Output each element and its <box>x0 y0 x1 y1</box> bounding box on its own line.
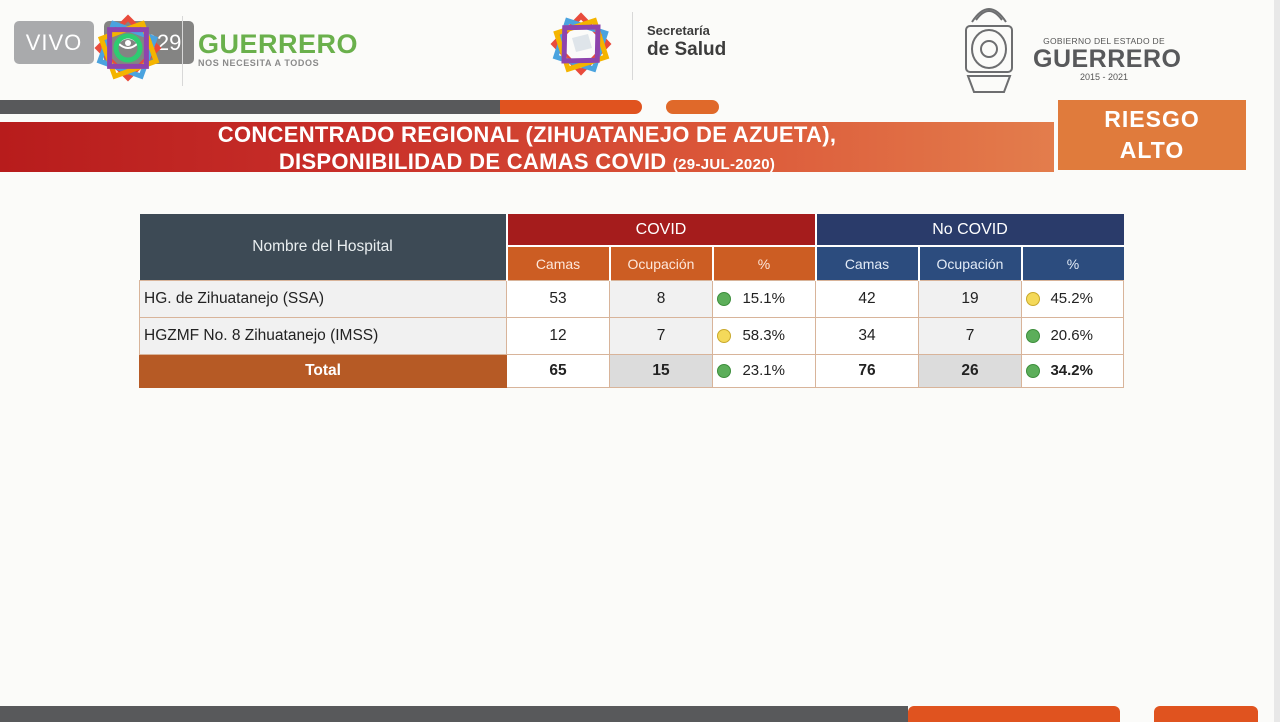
covid-pct: 15.1% <box>712 280 816 318</box>
state-government-brand: GOBIERNO DEL ESTADO DE GUERRERO 2015 - 2… <box>1033 36 1182 82</box>
header-group-nocovid: No COVID <box>815 214 1124 247</box>
gob-line1: GOBIERNO DEL ESTADO DE <box>1043 36 1165 46</box>
nocovid-pct: 45.2% <box>1021 280 1124 318</box>
decorative-stripe <box>1154 706 1258 722</box>
nocovid-ocupacion: 19 <box>918 280 1022 318</box>
header-hospital-name: Nombre del Hospital <box>139 214 508 281</box>
status-dot-icon <box>717 364 731 378</box>
guerrero-logo-icon <box>88 8 168 93</box>
title-line-2-text: DISPONIBILIDAD DE CAMAS COVID <box>278 149 667 174</box>
nocovid-camas: 34 <box>815 317 919 355</box>
total-covid-camas: 65 <box>506 354 610 388</box>
total-label: Total <box>139 354 507 388</box>
guerrero-slogan: NOS NECESITA A TODOS <box>198 58 320 68</box>
salud-logo-icon <box>546 8 616 85</box>
title-line-2: DISPONIBILIDAD DE CAMAS COVID (29-JUL-20… <box>0 148 1054 178</box>
frame-edge <box>1274 0 1280 722</box>
salud-brand: Secretaría de Salud <box>647 23 726 61</box>
divider <box>632 12 633 80</box>
header-group-covid: COVID <box>506 214 817 247</box>
table-row: HGZMF No. 8 Zihuatanejo (IMSS) 12 7 58.3… <box>139 317 1124 355</box>
header-covid-camas: Camas <box>506 246 611 281</box>
decorative-stripe <box>500 100 642 114</box>
guerrero-brand: GUERRERO NOS NECESITA A TODOS <box>198 30 358 68</box>
guerrero-title: GUERRERO <box>198 29 359 59</box>
covid-ocupacion: 8 <box>609 280 713 318</box>
covid-ocupacion: 7 <box>609 317 713 355</box>
header-nocovid-camas: Camas <box>815 246 920 281</box>
total-covid-pct: 23.1% <box>712 354 816 388</box>
header-nocovid-ocupacion: Ocupación <box>918 246 1023 281</box>
covid-pct-value: 15.1% <box>742 290 785 307</box>
title-date: (29-JUL-2020) <box>672 156 776 173</box>
salud-line2: de Salud <box>647 39 727 60</box>
risk-level-badge: RIESGO ALTO <box>1058 100 1246 170</box>
decorative-stripe <box>666 100 719 114</box>
status-dot-icon <box>1026 292 1040 306</box>
covid-pct: 58.3% <box>712 317 816 355</box>
nocovid-camas: 42 <box>815 280 919 318</box>
nocovid-pct-value: 45.2% <box>1050 290 1093 307</box>
live-badge: VIVO <box>14 21 94 64</box>
total-covid-pct-value: 23.1% <box>742 362 785 379</box>
covid-pct-value: 58.3% <box>742 327 785 344</box>
decorative-stripe <box>0 100 500 114</box>
hospital-name: HG. de Zihuatanejo (SSA) <box>139 280 507 318</box>
beds-table: Nombre del Hospital COVID No COVID Camas… <box>139 214 1124 388</box>
live-label: VIVO <box>25 29 83 55</box>
decorative-stripe <box>908 706 1120 722</box>
title-banner: CONCENTRADO REGIONAL (ZIHUATANEJO DE AZU… <box>0 122 1054 174</box>
header-nocovid-pct: % <box>1021 246 1124 281</box>
status-dot-icon <box>717 292 731 306</box>
nocovid-ocupacion: 7 <box>918 317 1022 355</box>
total-covid-ocupacion: 15 <box>609 354 713 388</box>
status-dot-icon <box>1026 364 1040 378</box>
decorative-stripe <box>0 706 908 722</box>
total-nocovid-pct-value: 34.2% <box>1050 362 1093 379</box>
title-line-1: CONCENTRADO REGIONAL (ZIHUATANEJO DE AZU… <box>217 122 837 147</box>
hospital-name: HGZMF No. 8 Zihuatanejo (IMSS) <box>139 317 507 355</box>
salud-line1: Secretaría <box>647 23 710 38</box>
state-seal-icon <box>958 0 1020 101</box>
table-total-row: Total 65 15 23.1% 76 26 34.2% <box>139 354 1124 388</box>
gob-line3: 2015 - 2021 <box>1079 72 1129 82</box>
covid-camas: 53 <box>506 280 610 318</box>
header-covid-pct: % <box>712 246 817 281</box>
divider <box>182 16 183 86</box>
risk-line2: ALTO <box>1119 137 1185 163</box>
nocovid-pct: 20.6% <box>1021 317 1124 355</box>
total-nocovid-pct: 34.2% <box>1021 354 1124 388</box>
status-dot-icon <box>717 329 731 343</box>
total-nocovid-ocupacion: 26 <box>918 354 1022 388</box>
nocovid-pct-value: 20.6% <box>1050 327 1093 344</box>
covid-camas: 12 <box>506 317 610 355</box>
total-nocovid-camas: 76 <box>815 354 919 388</box>
header-covid-ocupacion: Ocupación <box>609 246 714 281</box>
table-row: HG. de Zihuatanejo (SSA) 53 8 15.1% 42 1… <box>139 280 1124 318</box>
risk-line1: RIESGO <box>1104 106 1200 132</box>
gob-line2: GUERRERO <box>1033 45 1182 73</box>
status-dot-icon <box>1026 329 1040 343</box>
